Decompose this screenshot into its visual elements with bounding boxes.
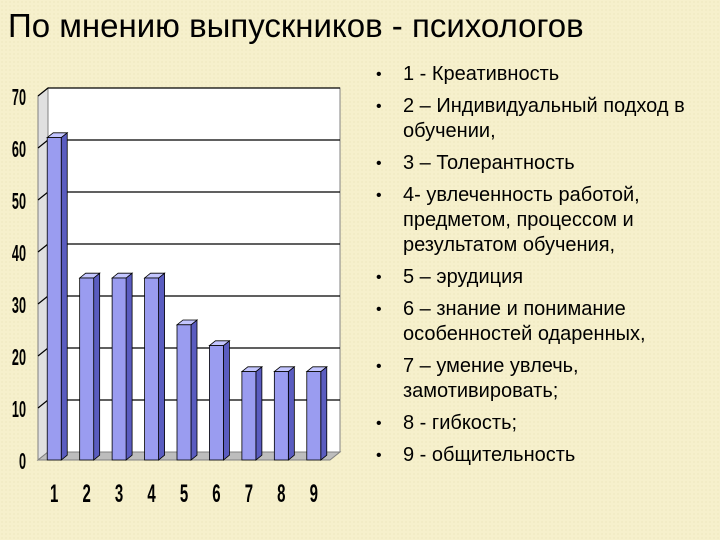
- bar: [241, 371, 257, 461]
- legend-item: • 2 – Индивидуальный подход в обучении,: [372, 94, 714, 144]
- legend-item: • 6 – знание и понимание особенностей ода…: [372, 297, 714, 347]
- x-tick-label: 9: [310, 480, 318, 508]
- legend-item-text: 9 - общительность: [403, 444, 576, 466]
- bar-chart: 0 10 20 30 40 50 60 70 1 2 3 4 5 6 7 8 9: [8, 62, 360, 522]
- bar: [111, 277, 127, 461]
- bar-side: [93, 272, 101, 461]
- chart-svg: 0 10 20 30 40 50 60 70 1 2 3 4 5 6 7 8 9: [12, 84, 342, 508]
- legend-list: • 1 - Креативность • 2 – Индивидуальный под…: [372, 62, 714, 475]
- bar-side: [158, 272, 165, 461]
- legend-item: • 1 - Креативность: [372, 62, 714, 87]
- bar: [209, 345, 224, 461]
- bullet-icon: •: [376, 301, 382, 318]
- bullet-icon: •: [376, 447, 382, 464]
- legend-item: • 5 – эрудиция: [372, 265, 714, 290]
- x-tick-label: 8: [277, 480, 285, 508]
- bar-side: [320, 365, 328, 461]
- y-tick-label: 10: [12, 396, 26, 422]
- bullet-icon: •: [376, 358, 382, 375]
- bar: [144, 277, 159, 461]
- bar-side: [287, 365, 295, 461]
- bar: [79, 277, 95, 461]
- page-title: По мнению выпускников - психологов: [8, 7, 584, 44]
- y-tick-label: 70: [12, 84, 26, 110]
- bullet-icon: •: [376, 98, 382, 115]
- bar: [46, 137, 62, 461]
- legend-item-text: 1 - Креативность: [403, 63, 560, 85]
- bullet-icon: •: [376, 269, 382, 286]
- bar-side: [255, 365, 263, 461]
- legend-item: • 4- увлеченность работой, предметом, про…: [372, 183, 714, 258]
- legend-item: • 7 – умение увлечь, замотивировать;: [372, 354, 714, 404]
- bar-side: [190, 319, 198, 461]
- y-tick-label: 20: [12, 344, 26, 370]
- legend-item: • 9 - общительность: [372, 443, 714, 468]
- legend-item-text: 4- увлеченность работой, предметом, проц…: [403, 184, 640, 256]
- y-tick-label: 60: [12, 136, 26, 162]
- bar: [306, 371, 322, 461]
- legend-item-text: 8 - гибкость;: [403, 412, 518, 434]
- x-tick-label: 1: [50, 480, 58, 508]
- legend-item-text: 7 – умение увлечь, замотивировать;: [403, 355, 579, 402]
- gridline: [37, 87, 340, 97]
- bullet-icon: •: [376, 66, 382, 83]
- x-tick-label: 4: [147, 480, 156, 508]
- bullet-icon: •: [376, 155, 382, 172]
- legend-item-text: 5 – эрудиция: [403, 266, 524, 288]
- x-tick-label: 3: [115, 480, 123, 508]
- legend-item: • 8 - гибкость;: [372, 411, 714, 436]
- x-tick-label: 7: [245, 480, 253, 508]
- legend-item-text: 2 – Индивидуальный подход в обучении,: [403, 95, 685, 142]
- bar-side: [223, 339, 230, 461]
- x-tick-label: 6: [212, 480, 220, 508]
- y-tick-label: 0: [19, 448, 26, 474]
- bar: [273, 371, 289, 461]
- bar: [176, 324, 192, 461]
- legend-item: • 3 – Толерантность: [372, 151, 714, 176]
- bar-side: [60, 131, 68, 461]
- legend-item-text: 6 – знание и понимание особенностей одар…: [403, 298, 646, 345]
- x-tick-label: 5: [180, 480, 188, 508]
- bullet-icon: •: [376, 187, 382, 204]
- y-tick-label: 30: [12, 292, 26, 318]
- x-tick-label: 2: [82, 480, 90, 508]
- y-tick-label: 40: [12, 240, 26, 266]
- bullet-icon: •: [376, 415, 382, 432]
- y-tick-label: 50: [12, 188, 26, 214]
- bar-side: [125, 272, 133, 461]
- legend-item-text: 3 – Толерантность: [403, 152, 575, 174]
